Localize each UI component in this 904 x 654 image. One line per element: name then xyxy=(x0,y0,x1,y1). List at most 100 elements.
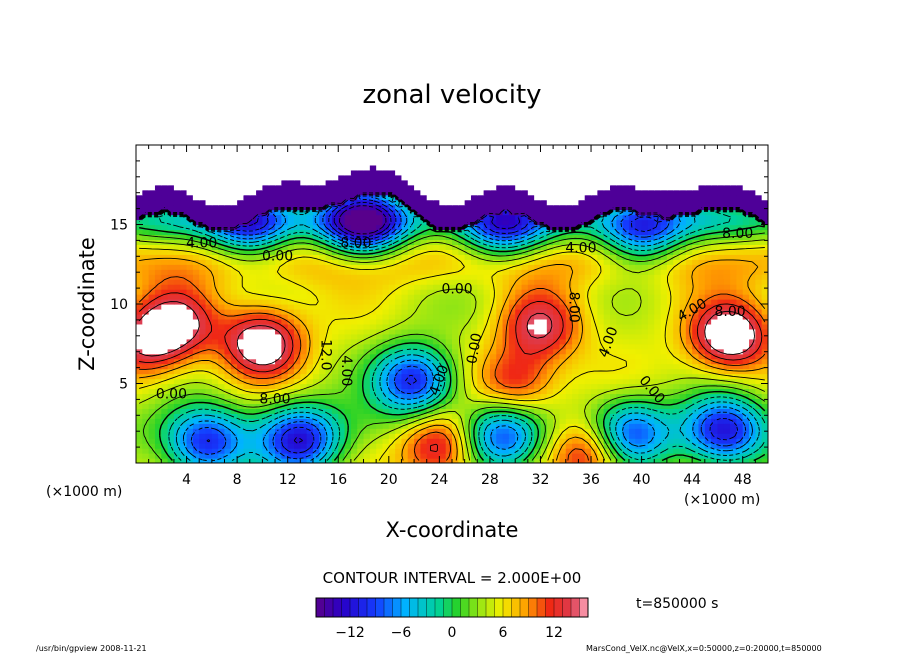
field-cell xyxy=(319,353,327,360)
field-cell xyxy=(281,274,289,280)
field-cell xyxy=(180,244,188,250)
field-cell xyxy=(660,254,668,260)
field-cell xyxy=(382,408,390,414)
field-cell xyxy=(508,234,516,241)
field-cell xyxy=(521,343,529,350)
field-cell xyxy=(268,458,276,463)
field-cell xyxy=(249,279,257,285)
field-cell xyxy=(142,214,150,221)
field-cell xyxy=(262,249,270,255)
field-cell xyxy=(186,318,194,325)
field-cell xyxy=(628,408,636,414)
field-cell xyxy=(584,264,592,270)
field-cell xyxy=(275,244,282,250)
field-cell xyxy=(483,378,491,385)
field-cell xyxy=(515,388,523,395)
field-cell xyxy=(243,418,251,424)
field-cell xyxy=(312,318,320,325)
field-cell xyxy=(148,393,156,400)
field-cell xyxy=(749,458,756,463)
field-cell xyxy=(628,428,636,434)
field-cell xyxy=(161,279,169,285)
field-cell xyxy=(546,398,554,404)
field-cell xyxy=(647,353,655,360)
field-cell xyxy=(249,453,257,459)
field-cell xyxy=(325,448,333,454)
field-cell xyxy=(426,239,434,245)
field-cell xyxy=(407,269,415,275)
field-cell xyxy=(749,229,756,236)
field-cell xyxy=(717,239,725,245)
field-cell xyxy=(300,453,308,459)
field-cell xyxy=(395,448,403,454)
field-cell xyxy=(717,214,725,221)
field-cell xyxy=(281,229,289,236)
field-cell xyxy=(622,219,630,226)
field-cell xyxy=(224,333,232,340)
field-cell xyxy=(521,388,529,395)
field-cell xyxy=(749,338,756,345)
field-cell xyxy=(224,289,232,295)
field-cell xyxy=(578,343,586,350)
field-cell xyxy=(426,348,434,355)
field-cell xyxy=(230,438,238,444)
field-cell xyxy=(300,408,308,414)
field-cell xyxy=(572,378,579,385)
field-cell xyxy=(205,388,213,395)
field-cell xyxy=(591,373,598,380)
field-cell xyxy=(483,358,491,365)
field-cell xyxy=(407,328,415,335)
field-cell xyxy=(357,398,365,404)
field-cell xyxy=(433,458,440,463)
field-cell xyxy=(243,338,251,345)
field-cell xyxy=(534,368,542,375)
field-cell xyxy=(572,254,579,260)
field-cell xyxy=(565,428,573,434)
field-cell xyxy=(717,423,725,429)
field-cell xyxy=(407,249,415,255)
field-cell xyxy=(515,433,523,439)
field-cell xyxy=(388,353,396,360)
field-cell xyxy=(673,229,681,236)
field-cell xyxy=(464,348,472,355)
field-cell xyxy=(433,333,440,340)
field-cell xyxy=(312,453,320,459)
field-cell xyxy=(388,443,396,449)
field-cell xyxy=(464,443,472,449)
field-cell xyxy=(477,294,485,300)
field-cell xyxy=(205,403,213,409)
field-cell xyxy=(262,254,270,260)
field-cell xyxy=(300,388,308,395)
field-cell xyxy=(433,398,440,404)
field-cell xyxy=(192,383,200,390)
field-cell xyxy=(363,289,371,295)
field-cell xyxy=(388,299,396,305)
field-cell xyxy=(230,244,238,250)
field-cell xyxy=(325,418,333,424)
field-cell xyxy=(553,383,561,390)
field-cell xyxy=(268,443,276,449)
field-cell xyxy=(749,393,756,400)
field-cell xyxy=(136,323,143,330)
field-cell xyxy=(256,413,263,419)
field-cell xyxy=(420,299,428,305)
field-cell xyxy=(407,254,415,260)
field-cell xyxy=(761,378,768,385)
field-cell xyxy=(142,239,150,245)
field-cell xyxy=(496,304,504,310)
field-cell xyxy=(483,219,491,226)
field-cell xyxy=(388,378,396,385)
field-cell xyxy=(312,323,320,330)
field-cell xyxy=(496,393,504,400)
field-cell xyxy=(388,219,396,226)
field-cell xyxy=(237,323,245,330)
field-cell xyxy=(262,363,270,370)
field-cell xyxy=(161,338,169,345)
field-cell xyxy=(711,378,719,385)
field-cell xyxy=(464,304,472,310)
field-cell xyxy=(136,368,143,375)
field-cell xyxy=(717,234,725,241)
field-cell xyxy=(723,269,731,275)
field-cell xyxy=(685,453,693,459)
field-cell xyxy=(452,294,459,300)
